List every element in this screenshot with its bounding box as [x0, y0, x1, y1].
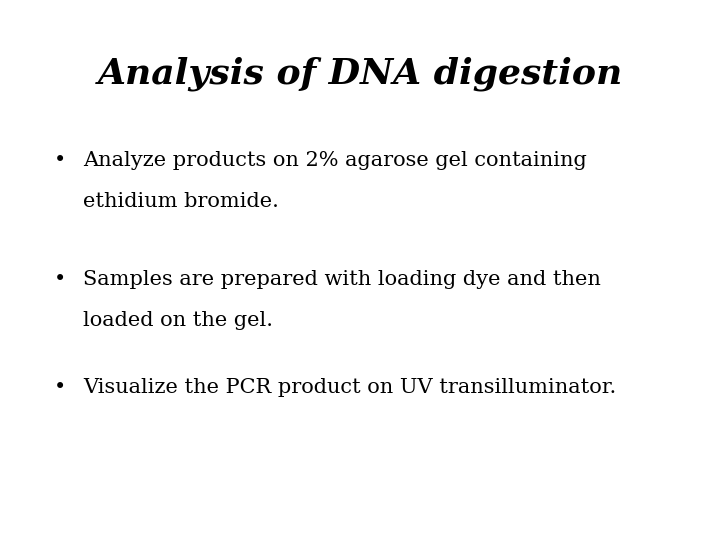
Text: •: •: [54, 378, 66, 397]
Text: loaded on the gel.: loaded on the gel.: [83, 310, 273, 329]
Text: Analysis of DNA digestion: Analysis of DNA digestion: [97, 57, 623, 91]
Text: •: •: [54, 151, 66, 170]
Text: ethidium bromide.: ethidium bromide.: [83, 192, 279, 211]
Text: Samples are prepared with loading dye and then: Samples are prepared with loading dye an…: [83, 270, 600, 289]
Text: •: •: [54, 270, 66, 289]
Text: Visualize the PCR product on UV transilluminator.: Visualize the PCR product on UV transill…: [83, 378, 616, 397]
Text: Analyze products on 2% agarose gel containing: Analyze products on 2% agarose gel conta…: [83, 151, 587, 170]
